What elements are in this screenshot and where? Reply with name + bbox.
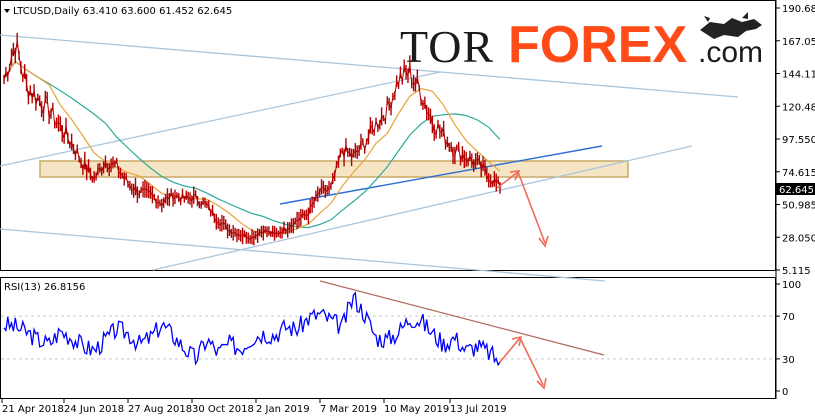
brand-tld: .com xyxy=(698,36,763,69)
x-tick-label: 24 Jun 2018 xyxy=(64,404,124,415)
price-candles xyxy=(3,32,501,246)
y-tick-label: 190.680 xyxy=(782,4,815,15)
forecast-arrows-main xyxy=(496,170,549,248)
x-axis: 21 Apr 2018 24 Jun 2018 27 Aug 2018 30 Oct … xyxy=(1,399,507,415)
rsi-y-tick-label: 0 xyxy=(782,387,788,398)
rsi-y-axis: 100 70 30 0 xyxy=(776,280,801,398)
x-tick-label: 2 Jan 2019 xyxy=(256,404,310,415)
y-tick-label: 167.050 xyxy=(782,37,815,48)
symbol-line: LTCUSD,Daily 63.410 63.600 61.452 62.645 xyxy=(13,6,232,17)
rsi-forecast-down-segment xyxy=(519,337,544,386)
y-tick-label: 28.050 xyxy=(782,233,815,244)
dropdown-triangle-icon xyxy=(4,9,10,13)
rsi-arrow-head-up-icon xyxy=(511,335,523,347)
rsi-y-tick-label: 100 xyxy=(782,280,801,291)
x-tick-label: 7 Mar 2019 xyxy=(320,404,377,415)
x-tick-label: 27 Aug 2018 xyxy=(128,404,192,415)
ma-slow-line xyxy=(3,60,501,229)
rsi-trend-line xyxy=(319,280,605,356)
candle-path xyxy=(3,40,501,241)
channel-bottom-line xyxy=(0,228,606,282)
current-price-label: 62.645 xyxy=(779,185,814,196)
brand-watermark: TOR FOREX .com xyxy=(400,12,763,74)
rsi-y-tick-label: 30 xyxy=(782,355,795,366)
rsi-line xyxy=(3,291,501,367)
y-tick-label: 97.550 xyxy=(782,135,815,146)
chart-header: LTCUSD,Daily 63.410 63.600 61.452 62.645 xyxy=(4,6,232,17)
y-tick-label: 50.985 xyxy=(782,201,815,212)
y-tick-label: 74.615 xyxy=(782,168,815,179)
arrow-head-down-icon xyxy=(538,235,549,248)
rsi-y-tick-label: 70 xyxy=(782,312,795,323)
forecast-arrows-rsi xyxy=(499,335,547,390)
arrow-head-up-icon xyxy=(509,170,521,181)
rsi-title: RSI(13) 26.8156 xyxy=(4,282,85,293)
brand-forex: FOREX xyxy=(508,16,687,74)
x-tick-label: 10 May 2019 xyxy=(384,404,449,415)
channel-upper-line xyxy=(0,34,739,98)
rsi-levels xyxy=(1,315,775,360)
x-tick-label: 13 Jul 2019 xyxy=(450,404,507,415)
y-tick-label: 5.115 xyxy=(782,266,811,277)
main-y-axis: 190.680 167.050 144.115 120.485 97.550 74.615… xyxy=(776,4,815,277)
x-tick-label: 30 Oct 2018 xyxy=(192,404,254,415)
rsi-forecast-up-segment xyxy=(499,337,521,363)
forecast-down-segment xyxy=(517,171,546,244)
rsi-plot-frame xyxy=(0,277,776,399)
rsi-arrow-head-down-icon xyxy=(536,377,547,390)
brand-tor: TOR xyxy=(400,21,494,72)
x-tick-label: 21 Apr 2018 xyxy=(2,404,64,415)
bull-bear-logo-icon xyxy=(700,12,762,39)
y-tick-label: 120.485 xyxy=(782,102,815,113)
forecast-up-segment xyxy=(496,171,519,189)
blue-trend-line xyxy=(279,145,603,205)
y-tick-label: 144.115 xyxy=(782,70,815,81)
current-price-tag: 62.645 xyxy=(776,183,815,196)
